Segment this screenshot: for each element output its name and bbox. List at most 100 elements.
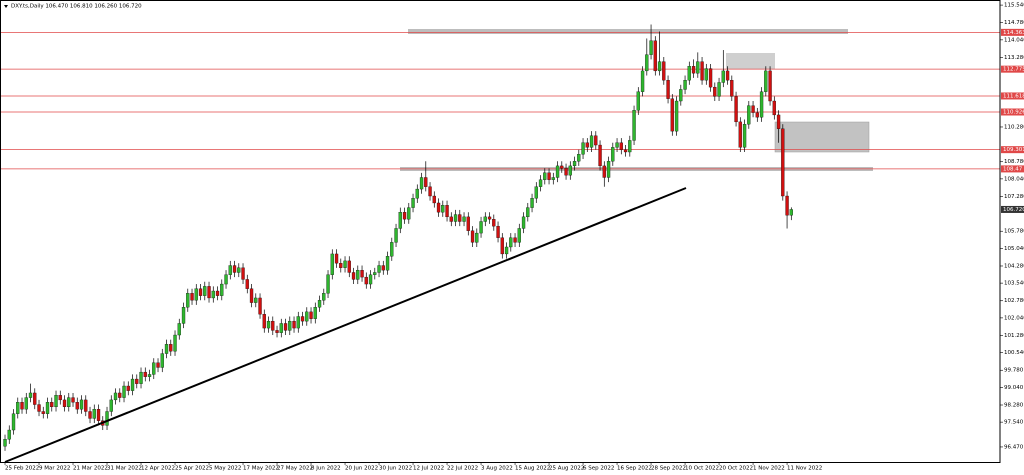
candle-body: [555, 165, 560, 178]
candle-body: [20, 402, 24, 410]
candle-body: [717, 82, 721, 97]
candle-body: [126, 385, 130, 391]
candle-body: [67, 397, 71, 408]
level-tag: [1001, 92, 1024, 100]
candle-body: [377, 265, 381, 273]
x-tick-label: 16 Sep 2022: [617, 466, 652, 472]
x-tick-label: 9 Mar 2022: [39, 466, 70, 472]
x-tick-label: 31 Mar 2022: [107, 466, 142, 472]
candle-body: [75, 402, 79, 410]
candle-body: [475, 232, 479, 243]
candle-body: [249, 288, 254, 303]
y-tick-label: 104.280: [1004, 263, 1024, 269]
y-tick-label: 102.780: [1004, 298, 1024, 304]
zone: [726, 53, 775, 69]
candle-body: [330, 253, 334, 275]
candle-body: [708, 68, 713, 88]
candle-body: [3, 439, 7, 447]
candle-body: [772, 100, 776, 116]
candles: [3, 24, 793, 451]
level-label: 112.775: [1003, 67, 1024, 73]
candle-body: [734, 96, 738, 123]
candle-body: [309, 311, 313, 319]
candle-body: [504, 246, 509, 255]
candle-body: [462, 216, 466, 222]
candle-body: [704, 68, 708, 81]
candle-body: [628, 140, 632, 153]
candle-body: [700, 61, 704, 81]
candle-body: [96, 409, 101, 421]
x-tick-label: 20 Jun 2022: [345, 466, 378, 472]
candle-body: [789, 209, 793, 216]
x-tick-label: 12 Apr 2022: [141, 466, 175, 472]
y-tick-label: 103.540: [1004, 281, 1024, 287]
candle-body: [538, 179, 543, 187]
candle-body: [16, 402, 20, 414]
candle-body: [662, 61, 666, 81]
candle-body: [45, 402, 50, 414]
candle-body: [41, 411, 45, 414]
candle-body: [424, 177, 428, 187]
candle-body: [453, 214, 458, 222]
candle-body: [186, 293, 190, 308]
candle-body: [300, 316, 305, 322]
candle-body: [368, 274, 373, 285]
candle-body: [7, 429, 11, 440]
candle-body: [526, 207, 530, 218]
candle-body: [135, 378, 139, 384]
candle-body: [62, 399, 67, 408]
candle-body: [373, 272, 377, 275]
candle-body: [487, 216, 492, 220]
candle-body: [441, 205, 445, 213]
candle-body: [611, 147, 615, 162]
candle-body: [696, 61, 700, 74]
candle-body: [407, 207, 411, 220]
x-tick-label: 20 Oct 2022: [719, 466, 753, 472]
x-tick-label: 10 Oct 2022: [685, 466, 719, 472]
candle-body: [521, 216, 526, 229]
candle-body: [602, 165, 606, 178]
y-tick-label: 105.780: [1004, 229, 1024, 235]
candle-body: [266, 320, 271, 329]
candle-body: [619, 142, 623, 150]
y-tick-label: 113.280: [1004, 55, 1024, 61]
candle-body: [224, 274, 228, 285]
x-tick-label: 25 Feb 2022: [5, 466, 39, 472]
x-tick-label: 15 Aug 2022: [515, 466, 550, 472]
candle-body: [500, 237, 504, 255]
y-tick-label: 115.540: [1004, 3, 1024, 9]
candle-body: [394, 228, 398, 243]
candle-body: [360, 270, 364, 278]
candle-body: [683, 80, 687, 90]
candle-body: [577, 154, 581, 162]
candle-body: [598, 144, 602, 167]
x-tick-label: 12 Jul 2022: [413, 466, 444, 472]
candle-body: [759, 91, 764, 118]
candle-body: [305, 311, 309, 322]
candle-body: [411, 198, 415, 208]
candle-body: [530, 198, 534, 208]
candle-body: [237, 267, 241, 273]
y-tick-label: 108.040: [1004, 176, 1024, 182]
candle-body: [194, 288, 198, 301]
y-tick-label: 110.280: [1004, 124, 1024, 130]
candle-body: [343, 260, 347, 268]
candle-body: [262, 314, 266, 329]
candle-body: [581, 142, 585, 155]
x-tick-label: 30 Jun 2022: [379, 466, 412, 472]
y-tick-label: 100.540: [1004, 350, 1024, 356]
candle-body: [279, 323, 283, 333]
candle-body: [139, 371, 143, 384]
candle-body: [211, 290, 215, 299]
candle-body: [24, 397, 28, 410]
candle-body: [79, 399, 84, 410]
candle-body: [232, 265, 237, 273]
candle-body: [483, 216, 487, 222]
candle-body: [776, 114, 781, 129]
candle-body: [58, 395, 62, 401]
candle-body: [543, 172, 547, 180]
candle-body: [589, 135, 594, 148]
candle-body: [109, 399, 113, 412]
candle-body: [347, 260, 351, 273]
candle-body: [568, 165, 572, 176]
